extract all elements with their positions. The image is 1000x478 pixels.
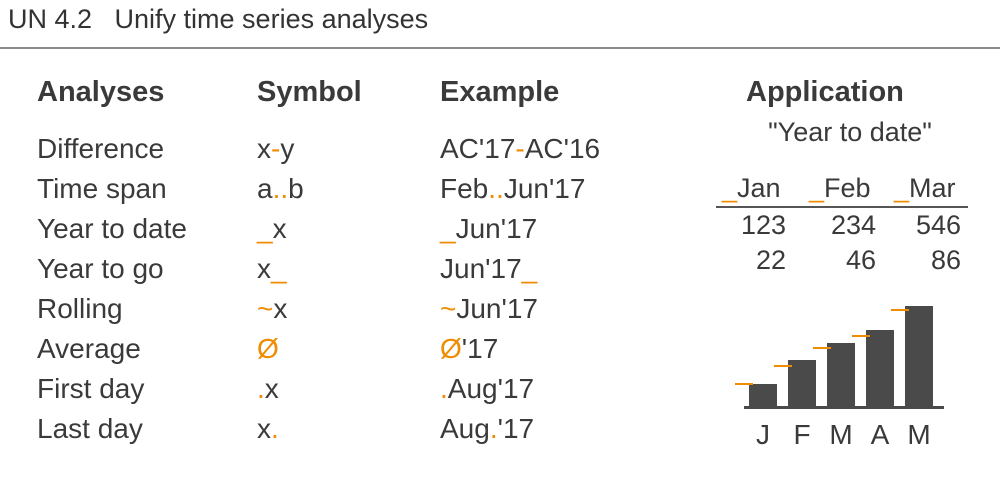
ytd-cell: 86	[930, 245, 961, 275]
ytd-cell: 46	[845, 245, 876, 275]
category-label: J	[756, 419, 770, 450]
notation-mark: .	[257, 373, 265, 404]
symbol-text: x	[273, 293, 288, 324]
symbol-cell: a..b	[257, 175, 304, 203]
example-text: Jun'17	[503, 173, 586, 204]
example-cell: Feb..Jun'17	[440, 175, 585, 203]
analysis-name: Time span	[37, 173, 167, 204]
example-cell: AC'17-AC'16	[440, 135, 600, 163]
symbol-cell: ~x	[257, 295, 287, 323]
example-text: '17	[461, 333, 499, 364]
symbol-text: x	[272, 213, 287, 244]
category-label: A	[871, 419, 890, 450]
example-cell: ~Jun'17	[440, 295, 538, 323]
analysis-name: Rolling	[37, 293, 123, 324]
category-label: F	[793, 419, 810, 450]
ytd-mark: _	[894, 173, 910, 203]
notation-mark: ~	[257, 293, 274, 324]
analysis-name: Year to date	[37, 213, 187, 244]
notation-mark: _	[271, 253, 287, 284]
example-cell: Aug.'17	[440, 415, 534, 443]
symbol-cell: Ø	[257, 335, 279, 363]
ytd-mark: _	[722, 173, 738, 203]
notation-mark: .	[271, 413, 279, 444]
example-cell: Ø'17	[440, 335, 498, 363]
symbol-cell: x-y	[257, 135, 294, 163]
example-text: Jun'17	[455, 213, 538, 244]
example-text: AC'16	[524, 133, 601, 164]
symbol-text: x	[257, 253, 271, 284]
symbol-text: b	[288, 173, 304, 204]
analysis-name: Last day	[37, 413, 143, 444]
notation-mark: .	[440, 373, 448, 404]
ytd-cell: 123	[740, 210, 786, 240]
analysis-name: Year to go	[37, 253, 164, 284]
symbol-text: y	[280, 133, 295, 164]
ytd-cell: 546	[915, 210, 961, 240]
header-divider	[0, 47, 1000, 49]
ytd-divider	[716, 206, 968, 208]
notation-mark: ..	[488, 173, 504, 204]
notation-mark: Ø	[440, 333, 462, 364]
example-text: '17	[497, 413, 535, 444]
ytd-header-jan: _Jan	[722, 173, 781, 203]
column-header-example: Example	[440, 76, 560, 108]
ytd-cell: 22	[755, 245, 786, 275]
analysis-name: Difference	[37, 133, 165, 164]
bar	[788, 360, 816, 406]
column-header-analyses: Analyses	[37, 76, 165, 108]
bar	[866, 330, 894, 406]
symbol-text: x	[264, 373, 279, 404]
application-subtitle: "Year to date"	[768, 117, 932, 147]
example-text: Aug	[440, 413, 490, 444]
analysis-name: Average	[37, 333, 141, 364]
bar	[905, 306, 933, 406]
notation-mark: -	[515, 133, 525, 164]
example-cell: Jun'17_	[440, 255, 537, 283]
ytd-header-mar: _Mar	[894, 173, 956, 203]
analysis-name: First day	[37, 373, 145, 404]
symbol-text: x	[257, 413, 271, 444]
example-text: Aug'17	[447, 373, 535, 404]
example-text: Jun'17	[456, 293, 538, 324]
notation-mark: _	[257, 213, 273, 244]
ytd-header-feb: _Feb	[809, 173, 871, 203]
example-cell: .Aug'17	[440, 375, 534, 403]
symbol-cell: _x	[257, 215, 287, 243]
category-label: M	[829, 419, 852, 450]
column-header-application: Application	[746, 76, 904, 108]
symbol-text: x	[257, 133, 271, 164]
ytd-cell: 234	[830, 210, 876, 240]
symbol-text: a	[257, 173, 273, 204]
example-text: Jun'17	[440, 253, 522, 284]
example-text: AC'17	[440, 133, 516, 164]
example-text: Feb	[440, 173, 489, 204]
notation-mark: ~	[440, 293, 457, 324]
notation-mark: Ø	[257, 333, 279, 364]
bar	[827, 343, 855, 406]
notation-mark: _	[440, 213, 456, 244]
notation-mark: -	[271, 133, 281, 164]
notation-mark: _	[521, 253, 538, 284]
notation-mark: ..	[272, 173, 289, 204]
category-label: M	[907, 419, 930, 450]
example-cell: _Jun'17	[440, 215, 537, 243]
page-title: UN 4.2 Unify time series analyses	[8, 4, 429, 34]
ytd-mark: _	[809, 173, 825, 203]
symbol-cell: .x	[257, 375, 279, 403]
notation-mark: .	[489, 413, 498, 444]
symbol-cell: x.	[257, 415, 279, 443]
column-header-symbol: Symbol	[257, 76, 362, 108]
bar	[749, 384, 777, 406]
symbol-cell: x_	[257, 255, 287, 283]
